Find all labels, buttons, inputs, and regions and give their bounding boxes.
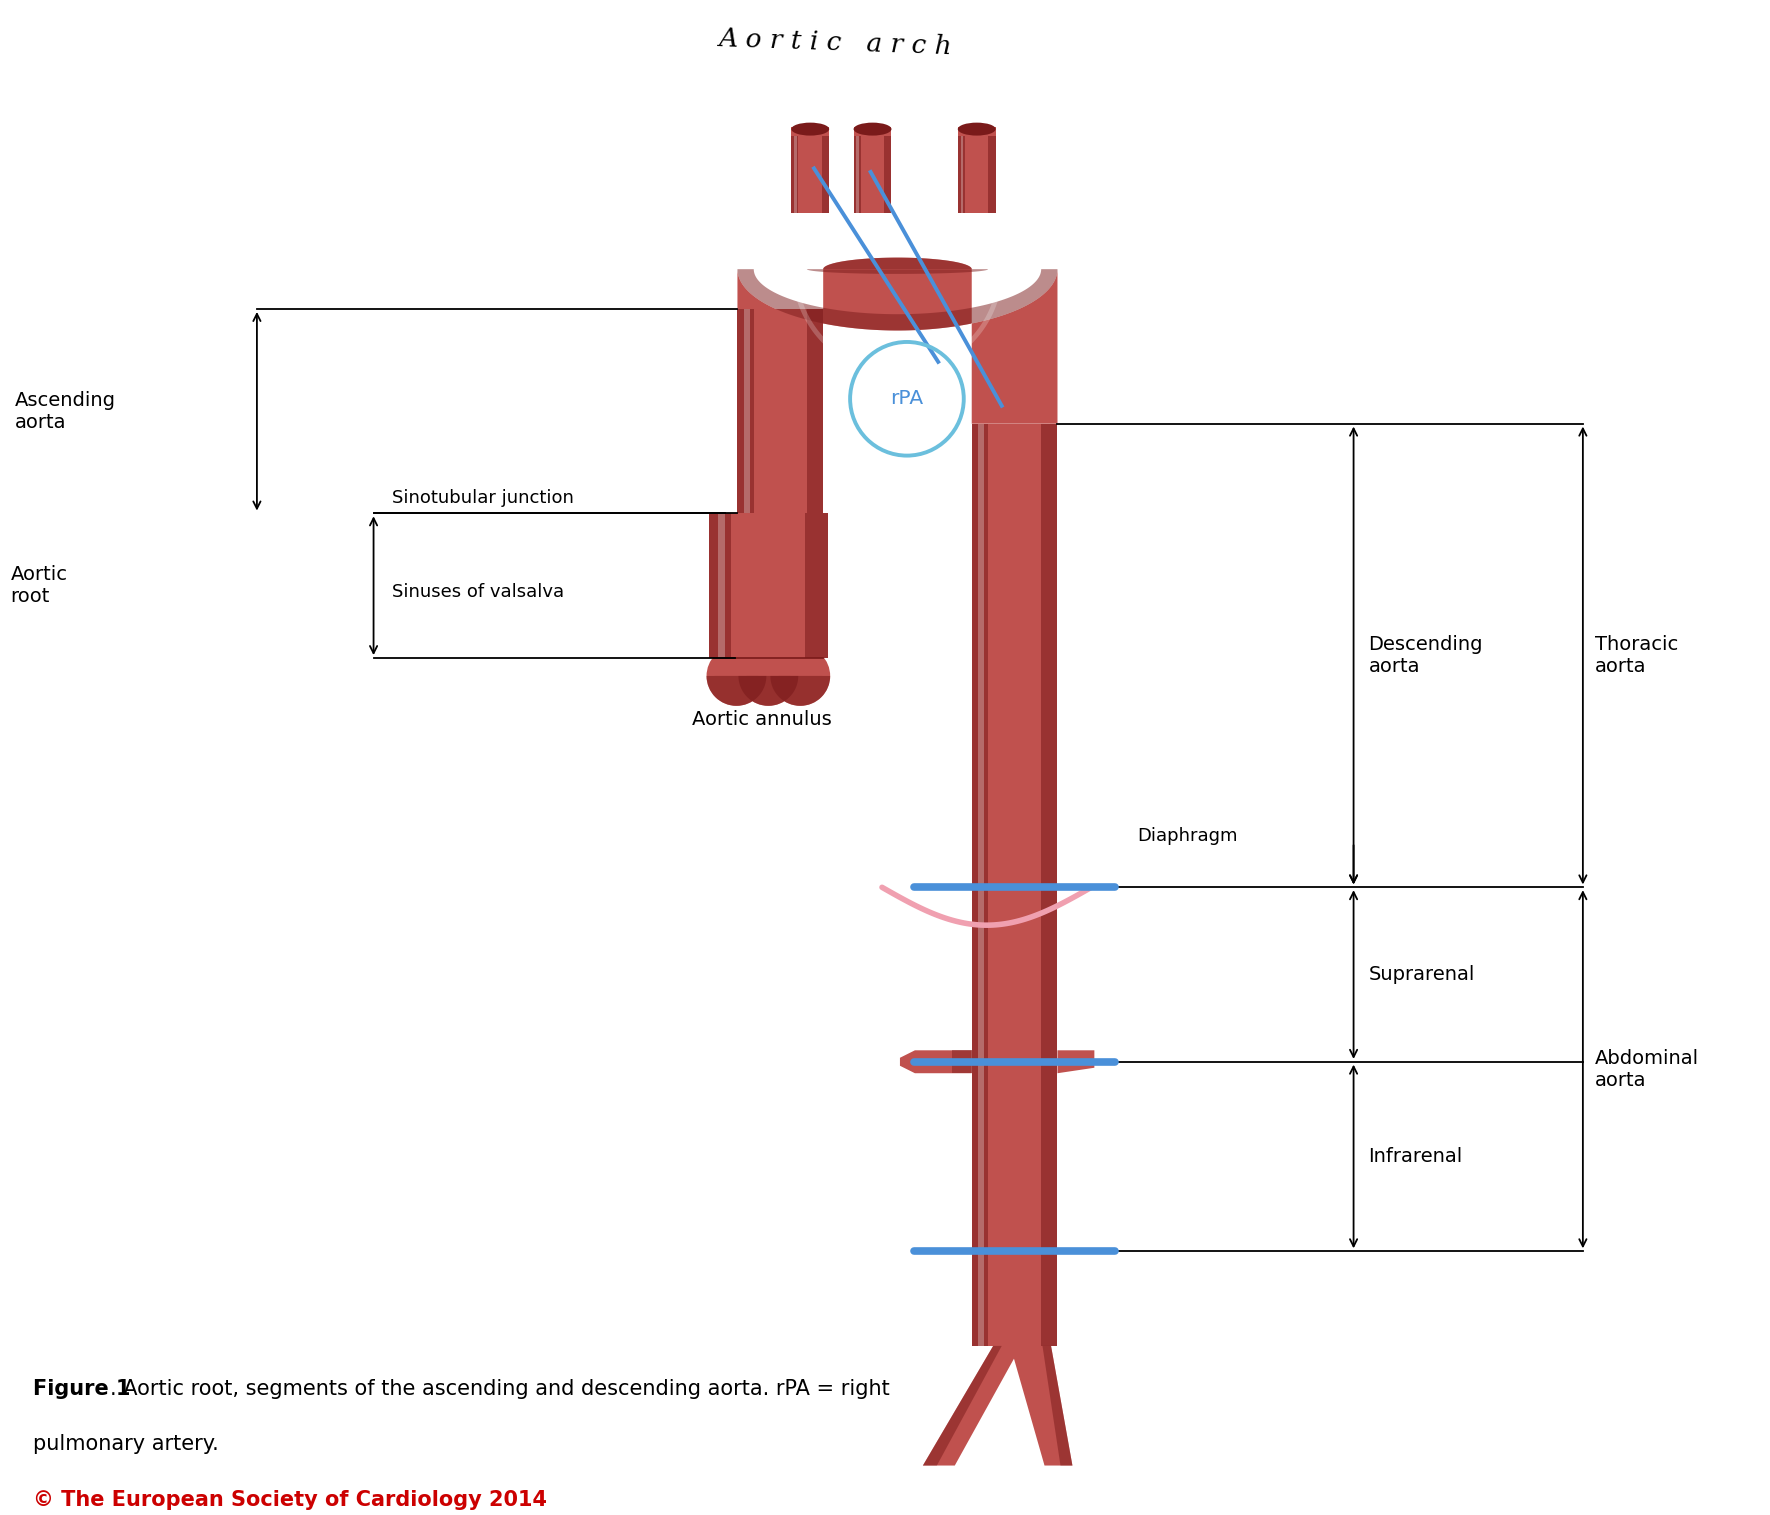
Circle shape (770, 645, 830, 706)
Polygon shape (958, 136, 965, 212)
Polygon shape (738, 270, 1057, 330)
Polygon shape (791, 127, 828, 136)
Polygon shape (791, 136, 798, 212)
Polygon shape (738, 309, 754, 514)
Polygon shape (807, 309, 823, 514)
Polygon shape (738, 258, 1057, 424)
Polygon shape (857, 136, 858, 212)
Text: . Aortic root, segments of the ascending and descending aorta. rPA = right: . Aortic root, segments of the ascending… (110, 1379, 890, 1398)
Polygon shape (952, 1050, 972, 1073)
Text: Sinuses of valsalva: Sinuses of valsalva (391, 583, 563, 601)
Polygon shape (743, 309, 749, 514)
Polygon shape (853, 136, 892, 212)
Text: rPA: rPA (890, 389, 924, 408)
Polygon shape (899, 1050, 972, 1073)
Polygon shape (706, 676, 766, 706)
Text: Figure 1: Figure 1 (32, 1379, 131, 1398)
Polygon shape (717, 514, 726, 658)
Text: © The European Society of Cardiology 2014: © The European Society of Cardiology 201… (32, 1491, 547, 1510)
Text: pulmonary artery.: pulmonary artery. (32, 1433, 218, 1453)
Text: Aortic annulus: Aortic annulus (692, 711, 832, 729)
Polygon shape (972, 424, 1057, 1345)
Polygon shape (961, 136, 963, 212)
Text: Thoracic
aorta: Thoracic aorta (1595, 635, 1678, 676)
Polygon shape (853, 136, 860, 212)
Polygon shape (1011, 1345, 1073, 1465)
Polygon shape (958, 136, 997, 212)
Polygon shape (972, 424, 988, 1345)
Polygon shape (805, 514, 828, 658)
Polygon shape (791, 136, 828, 212)
Polygon shape (770, 676, 830, 706)
Text: Abdominal
aorta: Abdominal aorta (1595, 1048, 1699, 1089)
Ellipse shape (791, 123, 828, 135)
Polygon shape (738, 676, 798, 706)
Polygon shape (922, 1345, 1021, 1465)
Text: Diaphragm: Diaphragm (1138, 827, 1237, 845)
Polygon shape (958, 127, 997, 136)
Polygon shape (1043, 1345, 1073, 1465)
Circle shape (706, 645, 766, 706)
Ellipse shape (958, 123, 997, 135)
Polygon shape (795, 136, 796, 212)
Text: Descending
aorta: Descending aorta (1368, 635, 1483, 676)
Text: Infrarenal: Infrarenal (1368, 1147, 1462, 1167)
Text: A o r t i c   a r c h: A o r t i c a r c h (719, 26, 952, 59)
Polygon shape (885, 136, 892, 212)
Polygon shape (708, 514, 731, 658)
Polygon shape (1041, 424, 1057, 1345)
Polygon shape (922, 1345, 1002, 1465)
Polygon shape (793, 270, 1002, 374)
Polygon shape (807, 258, 988, 274)
Polygon shape (853, 127, 892, 136)
Circle shape (738, 645, 798, 706)
Polygon shape (988, 136, 997, 212)
Ellipse shape (853, 123, 892, 135)
Text: Sinotubular junction: Sinotubular junction (391, 489, 573, 508)
Polygon shape (821, 136, 828, 212)
Text: Aortic
root: Aortic root (11, 565, 67, 606)
Polygon shape (738, 309, 823, 514)
Text: Suprarenal: Suprarenal (1368, 965, 1474, 985)
Polygon shape (979, 424, 984, 1345)
Polygon shape (1057, 1050, 1094, 1073)
Text: Ascending
aorta: Ascending aorta (14, 391, 115, 432)
Polygon shape (708, 514, 828, 658)
